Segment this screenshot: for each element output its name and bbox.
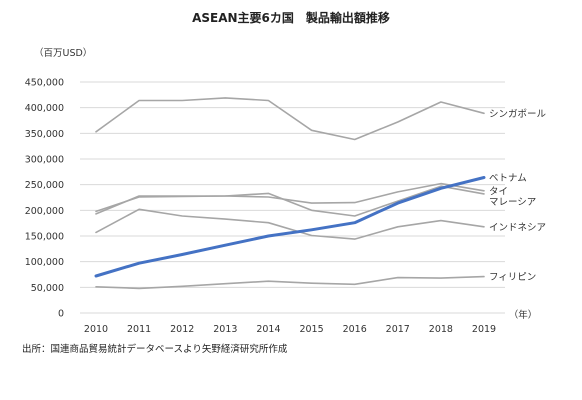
series-label: フィリピン [489, 272, 536, 283]
x-tick-label: 2011 [127, 324, 151, 335]
series-line [95, 97, 485, 141]
series-line [95, 275, 485, 290]
x-tick-label: 2017 [386, 324, 410, 335]
series-line [95, 208, 485, 240]
y-tick-label: 250,000 [25, 180, 64, 191]
y-tick-label: 400,000 [25, 103, 64, 114]
x-tick-label: 2013 [213, 324, 237, 335]
y-tick-label: 150,000 [25, 232, 64, 243]
x-tick-label: 2016 [343, 324, 367, 335]
series-label: シンガポール [489, 109, 547, 120]
y-axis-ticks: 0 50,000 100,000 150,000 200,000 250,000 300,0… [25, 78, 64, 320]
series-label: インドネシア [489, 222, 546, 233]
series-line [95, 182, 485, 215]
y-tick-label: 50,000 [31, 283, 64, 294]
x-tick-label: 2018 [429, 324, 453, 335]
series-label: マレーシア [489, 197, 536, 208]
y-unit-label: （百万USD） [34, 47, 92, 59]
y-tick-label: 350,000 [25, 129, 64, 140]
y-tick-label: 200,000 [25, 206, 64, 217]
x-tick-label: 2019 [472, 324, 496, 335]
x-axis-ticks: 2010 2011 2012 2013 2014 2015 2016 2017 2018 2019 [84, 324, 496, 335]
series-line [95, 185, 485, 217]
y-tick-label: 300,000 [25, 155, 64, 166]
series-label: ベトナム [489, 173, 527, 184]
series-lines [94, 97, 486, 290]
series-line [94, 176, 486, 278]
x-tick-label: 2014 [256, 324, 280, 335]
x-tick-label: 2015 [299, 324, 323, 335]
y-tick-label: 0 [58, 309, 64, 320]
y-tick-label: 100,000 [25, 257, 64, 268]
x-unit-label: （年） [509, 309, 538, 321]
chart-title: ASEAN主要6カ国 製品輸出額推移 [192, 10, 390, 25]
series-label: タイ [489, 186, 508, 197]
x-tick-label: 2010 [84, 324, 108, 335]
y-tick-label: 450,000 [25, 78, 64, 89]
source-note: 出所：国連商品貿易統計データベースより矢野経済研究所作成 [22, 343, 288, 355]
x-tick-label: 2012 [170, 324, 194, 335]
